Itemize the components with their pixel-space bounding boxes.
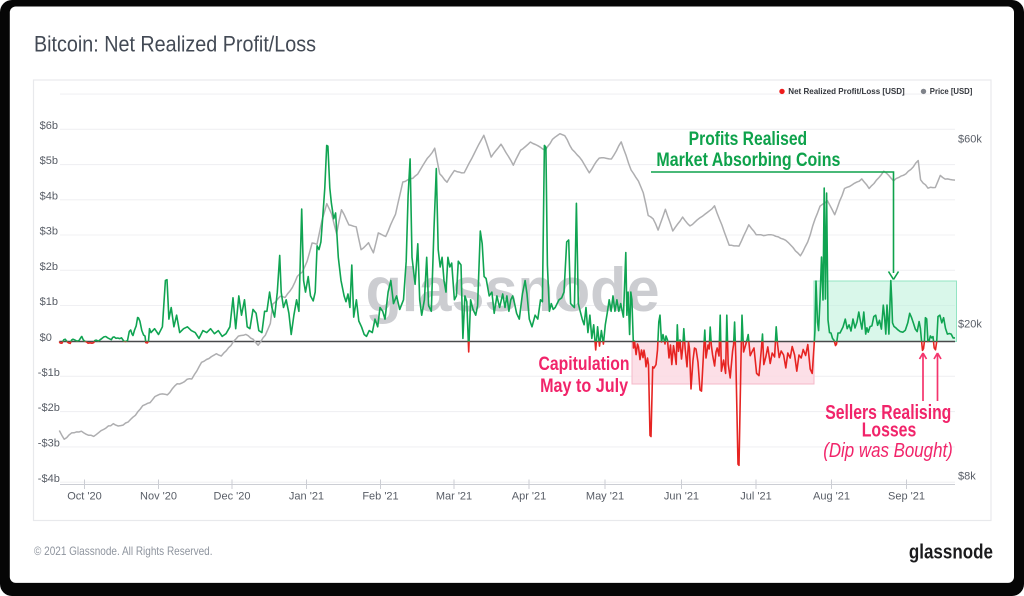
svg-text:Aug '21: Aug '21 (813, 491, 850, 503)
svg-text:-$4b: -$4b (38, 473, 60, 485)
svg-text:May '21: May '21 (586, 491, 624, 503)
svg-text:Profits Realised: Profits Realised (689, 129, 808, 150)
svg-text:Price [USD]: Price [USD] (930, 87, 973, 96)
svg-text:$2b: $2b (40, 261, 58, 273)
svg-text:Sep '21: Sep '21 (888, 491, 925, 503)
svg-text:Feb '21: Feb '21 (362, 491, 398, 503)
svg-text:$5b: $5b (40, 155, 58, 167)
svg-text:Net Realized Profit/Loss [USD]: Net Realized Profit/Loss [USD] (788, 87, 905, 96)
svg-text:Market Absorbing Coins: Market Absorbing Coins (656, 150, 840, 171)
svg-text:Nov '20: Nov '20 (140, 491, 177, 503)
svg-text:-$3b: -$3b (38, 438, 60, 450)
svg-text:$60k: $60k (958, 134, 982, 146)
svg-text:Jul '21: Jul '21 (740, 491, 771, 503)
svg-text:-$2b: -$2b (38, 402, 60, 414)
svg-text:$3b: $3b (40, 226, 58, 238)
svg-text:glassnode: glassnode (366, 256, 660, 325)
svg-text:Sellers Realising: Sellers Realising (825, 402, 951, 424)
svg-text:glassnode: glassnode (909, 541, 993, 563)
svg-text:© 2021 Glassnode. All Rights R: © 2021 Glassnode. All Rights Reserved. (34, 544, 213, 558)
svg-text:$20k: $20k (958, 319, 982, 331)
svg-text:Mar '21: Mar '21 (436, 491, 472, 503)
svg-text:Oct '20: Oct '20 (67, 491, 102, 503)
svg-text:-$1b: -$1b (38, 367, 60, 379)
svg-text:Losses: Losses (862, 419, 917, 441)
svg-text:Jun '21: Jun '21 (664, 491, 699, 503)
svg-text:May to July: May to July (540, 375, 628, 397)
svg-text:Apr '21: Apr '21 (512, 491, 547, 503)
svg-text:$8k: $8k (958, 471, 976, 483)
svg-text:Jan '21: Jan '21 (289, 491, 324, 503)
svg-text:$4b: $4b (40, 190, 58, 202)
svg-text:$1b: $1b (40, 296, 58, 308)
svg-text:Capitulation: Capitulation (539, 353, 630, 375)
svg-text:(Dip was Bought): (Dip was Bought) (823, 440, 953, 462)
svg-text:Bitcoin: Net Realized Profit/L: Bitcoin: Net Realized Profit/Loss (34, 32, 316, 57)
svg-text:$6b: $6b (40, 120, 58, 132)
svg-text:Dec '20: Dec '20 (214, 491, 251, 503)
svg-text:$0: $0 (40, 332, 52, 344)
